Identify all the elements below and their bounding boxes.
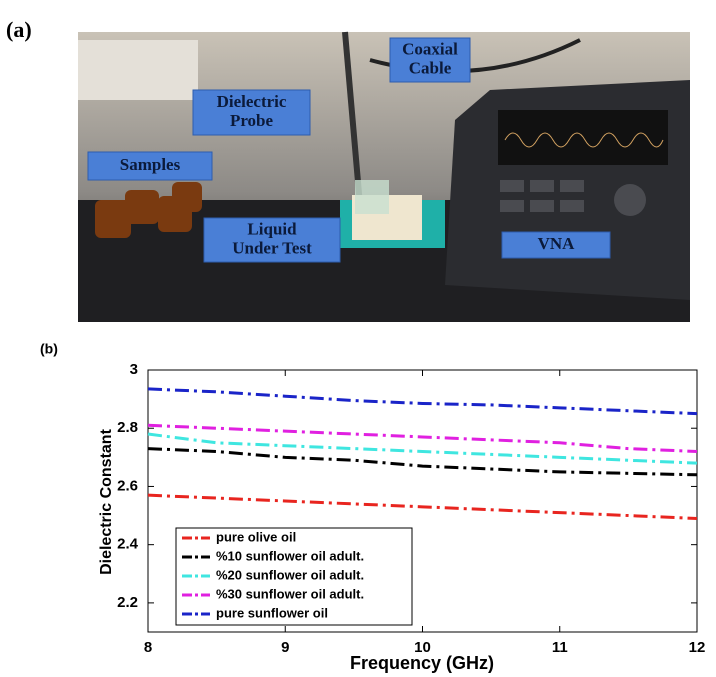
callout-text: Cable bbox=[409, 58, 452, 77]
x-tick-label: 8 bbox=[144, 639, 152, 656]
legend-label: %30 sunflower oil adult. bbox=[216, 586, 364, 601]
callout-box bbox=[87, 151, 213, 181]
legend-label: pure sunflower oil bbox=[216, 605, 328, 620]
callout-box bbox=[389, 37, 471, 83]
callout-text: Probe bbox=[230, 111, 274, 130]
series-line bbox=[147, 447, 698, 477]
x-tick-label: 9 bbox=[281, 639, 289, 656]
legend-label: pure olive oil bbox=[216, 529, 296, 544]
y-tick-label: 3 bbox=[130, 361, 138, 378]
x-axis-label: Frequency (GHz) bbox=[350, 653, 494, 673]
legend-box bbox=[175, 527, 413, 626]
panel-label: (b) bbox=[40, 341, 58, 357]
y-tick-label: 2.6 bbox=[117, 477, 138, 494]
series-line bbox=[147, 432, 698, 465]
series-line bbox=[147, 387, 698, 416]
legend-label: %20 sunflower oil adult. bbox=[216, 567, 364, 582]
callout-text: Coaxial bbox=[402, 39, 458, 58]
callout-text: Liquid bbox=[247, 219, 297, 238]
callout-text: VNA bbox=[538, 234, 576, 253]
x-tick-label: 10 bbox=[414, 639, 431, 656]
photo bbox=[78, 31, 690, 322]
callout-box bbox=[501, 231, 611, 259]
series-line bbox=[147, 493, 698, 520]
callout-box bbox=[203, 217, 341, 263]
y-tick-label: 2.2 bbox=[117, 594, 138, 611]
callout-text: Dielectric bbox=[217, 92, 287, 111]
callout-text: Under Test bbox=[232, 238, 312, 257]
y-tick-label: 2.4 bbox=[117, 536, 139, 553]
callout-box bbox=[192, 89, 311, 136]
y-axis-label: Dielectric Constant bbox=[98, 428, 115, 574]
legend-label: %10 sunflower oil adult. bbox=[216, 548, 364, 563]
panel-label: (a) bbox=[6, 17, 32, 42]
y-tick-label: 2.8 bbox=[117, 419, 138, 436]
series-line bbox=[147, 423, 698, 454]
callout-text: Samples bbox=[120, 155, 181, 174]
x-tick-label: 11 bbox=[552, 639, 568, 656]
x-tick-label: 12 bbox=[689, 639, 706, 656]
